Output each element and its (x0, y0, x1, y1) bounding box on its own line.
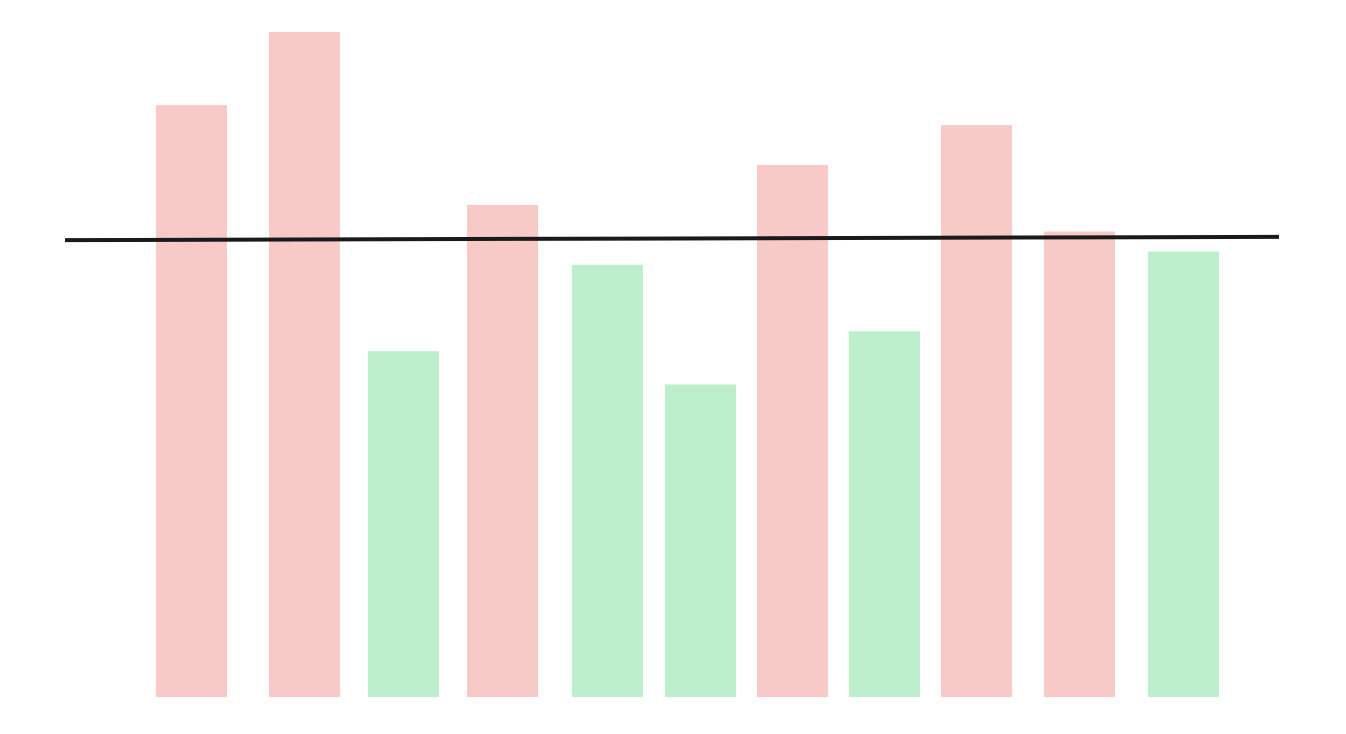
bar-9 (941, 125, 1012, 698)
bar-8 (849, 331, 920, 697)
bars-group (156, 32, 1219, 698)
threshold-line (64, 234, 1280, 243)
bar-3 (368, 351, 439, 697)
bar-2 (269, 32, 340, 697)
bar-7 (757, 165, 828, 697)
bar-4 (467, 204, 538, 697)
bar-1 (156, 105, 227, 697)
bar-11 (1148, 251, 1219, 697)
bar-6 (665, 384, 736, 697)
bar-10 (1044, 231, 1115, 697)
bar-5 (572, 264, 643, 697)
